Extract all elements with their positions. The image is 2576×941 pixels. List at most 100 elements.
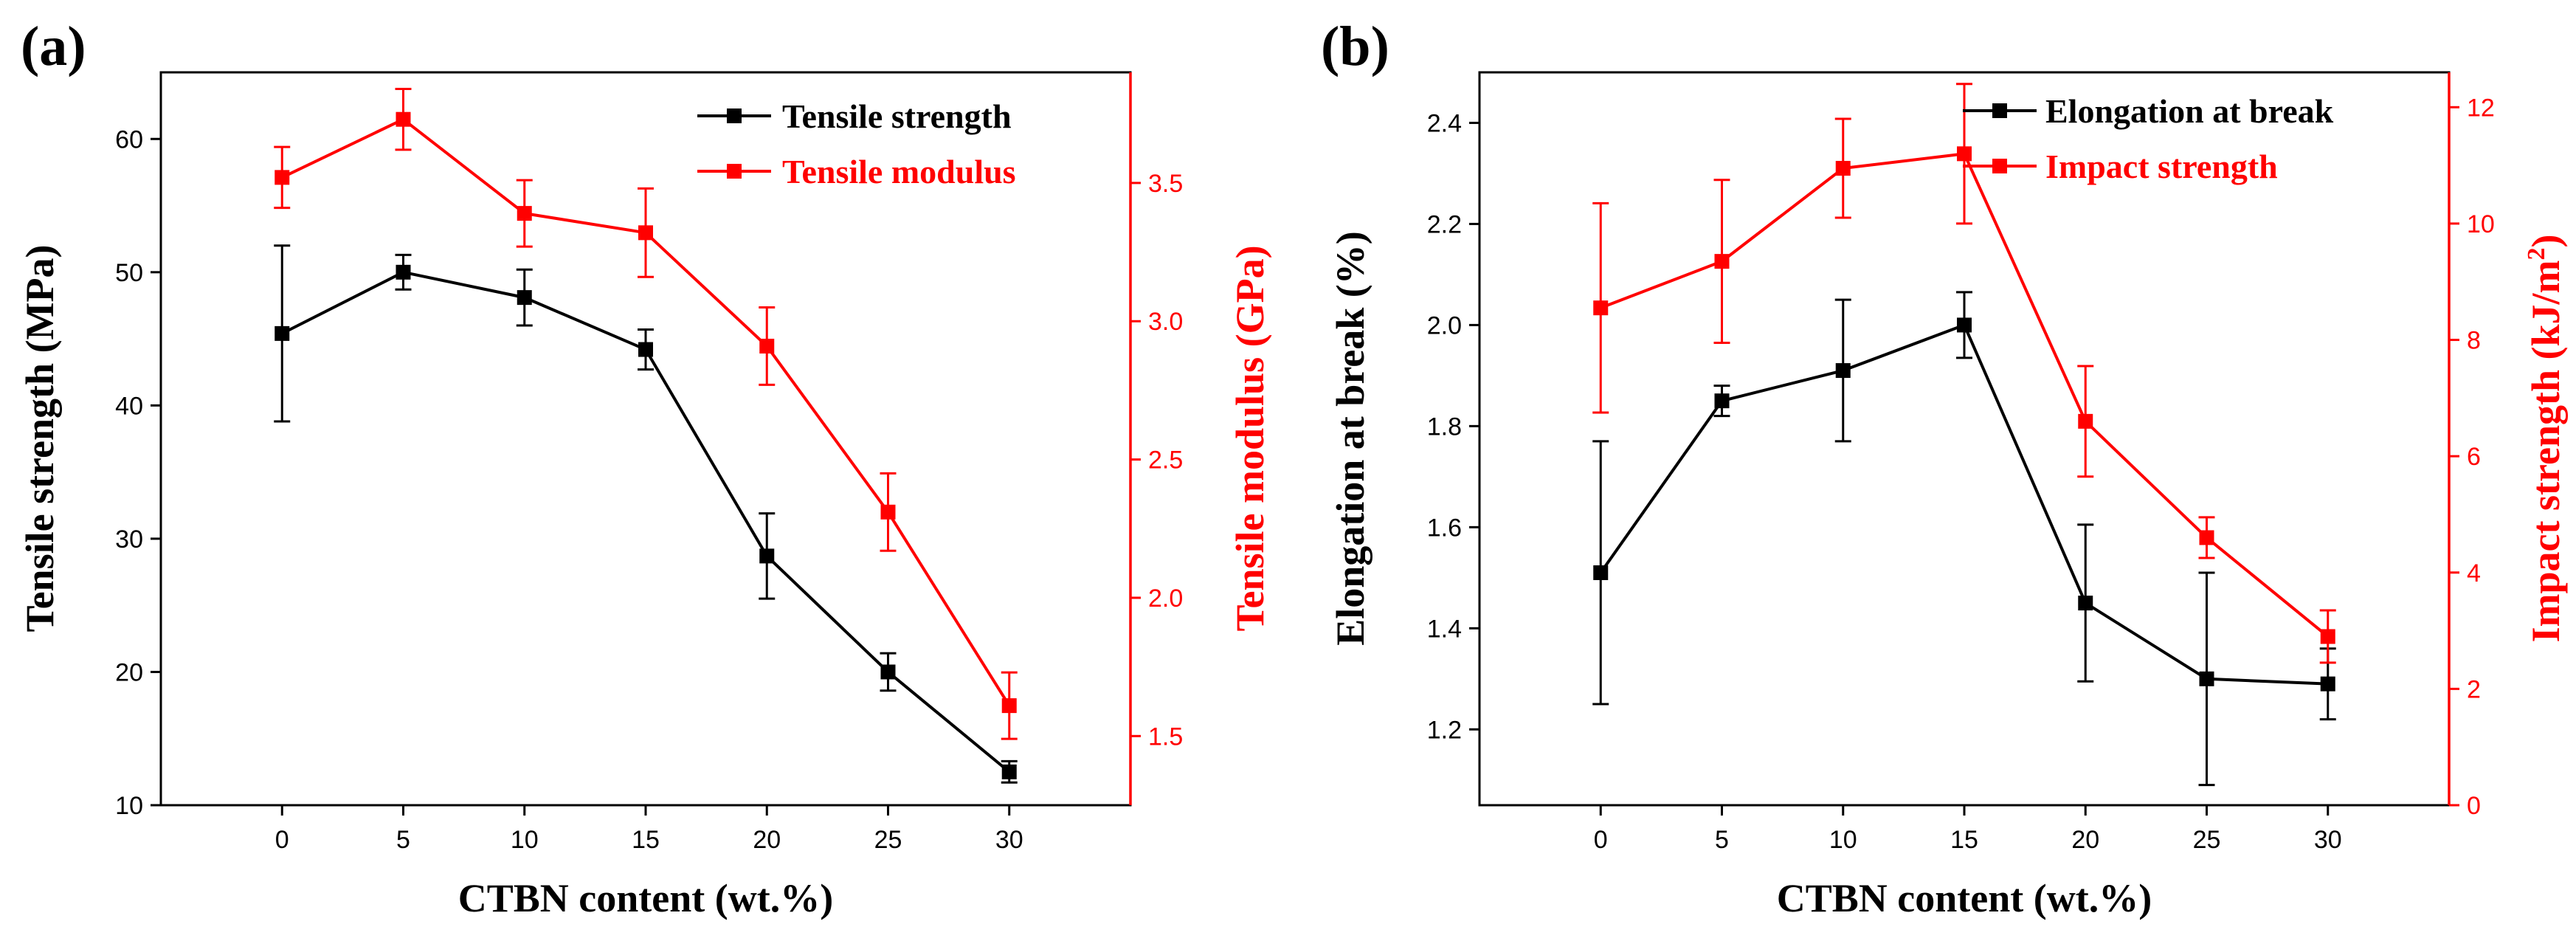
data-point-impact-strength [1835, 161, 1851, 176]
data-point-impact-strength [1714, 254, 1730, 269]
data-point-impact-strength [1957, 146, 1972, 162]
x-tick-label: 30 [995, 826, 1023, 854]
panel-b-left-axis-title: Elongation at break (%) [1328, 231, 1372, 646]
x-tick-label: 0 [275, 826, 289, 854]
x-tick-label: 5 [1715, 826, 1729, 854]
right-tick-label: 6 [2467, 443, 2481, 471]
data-point-tensile-strength [274, 325, 290, 341]
legend-marker-impact-strength [1992, 159, 2007, 173]
data-point-tensile-strength [880, 664, 896, 680]
data-point-impact-strength [2199, 530, 2214, 545]
panel-a-left-ticks: 10 20 30 40 50 60 [115, 125, 161, 820]
panel-b-x-ticks: 0 5 10 15 20 25 30 [1594, 805, 2342, 854]
x-tick-label: 15 [632, 826, 660, 854]
legend-label-tensile-strength: Tensile strength [782, 97, 1012, 135]
right-tick-label: 8 [2467, 327, 2481, 355]
panel-b-legend: Elongation at break Impact strength [1963, 92, 2334, 185]
left-tick-label: 20 [115, 658, 143, 686]
panel-a-series [274, 87, 1018, 784]
right-tick-label: 2.0 [1148, 585, 1183, 613]
data-point-tensile-modulus [517, 206, 532, 221]
data-point-elongation-at-break [2199, 671, 2214, 686]
left-tick-label: 60 [115, 125, 143, 154]
panel-b-right-axis-title-end: ) [2524, 235, 2568, 248]
legend-label-elongation: Elongation at break [2045, 92, 2334, 130]
x-tick-label: 15 [1950, 826, 1978, 854]
x-tick-label: 25 [2193, 826, 2221, 854]
right-tick-label: 10 [2467, 210, 2495, 238]
panel-b-left-ticks: 1.2 1.4 1.6 1.8 2.0 2.2 2.4 [1427, 109, 1479, 744]
data-point-tensile-strength [759, 548, 775, 564]
data-point-elongation-at-break [1835, 363, 1851, 379]
right-tick-label: 2 [2467, 675, 2481, 703]
data-point-impact-strength [1593, 300, 1609, 316]
data-point-tensile-modulus [396, 111, 411, 127]
data-point-elongation-at-break [2078, 596, 2093, 611]
x-tick-label: 10 [1829, 826, 1857, 854]
data-point-tensile-strength [396, 264, 411, 280]
x-tick-label: 20 [753, 826, 781, 854]
right-tick-label: 3.5 [1148, 170, 1183, 198]
left-tick-label: 1.8 [1427, 413, 1462, 441]
data-point-tensile-strength [638, 342, 653, 357]
legend-marker-elongation [1992, 103, 2007, 118]
data-point-elongation-at-break [1957, 317, 1972, 333]
series-line-impact-strength [1600, 152, 2330, 638]
data-point-elongation-at-break [2320, 676, 2335, 692]
panel-a-right-axis-title: Tensile modulus (GPa) [1228, 245, 1272, 631]
left-tick-label: 1.4 [1427, 615, 1462, 643]
panel-b-label: (b) [1321, 15, 1389, 77]
x-tick-label: 25 [874, 826, 902, 854]
legend-marker-tensile-strength [727, 108, 742, 123]
left-tick-label: 2.0 [1427, 311, 1462, 339]
left-tick-label: 10 [115, 792, 143, 820]
data-point-tensile-modulus [1001, 698, 1017, 714]
data-point-impact-strength [2320, 629, 2335, 644]
data-point-tensile-modulus [759, 338, 775, 354]
left-tick-label: 1.6 [1427, 514, 1462, 542]
panel-a-x-ticks: 0 5 10 15 20 25 30 [275, 805, 1023, 854]
legend-marker-tensile-modulus [727, 164, 742, 179]
x-tick-label: 10 [511, 826, 539, 854]
panel-a-legend: Tensile strength Tensile modulus [697, 97, 1016, 190]
x-tick-label: 5 [396, 826, 410, 854]
series-line-elongation-at-break [1599, 323, 2328, 686]
panel-b: (b) 0 5 10 15 20 25 30 1.21.41.61.82.02.22.4 0… [1321, 15, 2568, 920]
data-point-tensile-modulus [638, 225, 653, 241]
x-tick-label: 30 [2314, 826, 2342, 854]
right-tick-label: 12 [2467, 94, 2495, 122]
data-point-impact-strength [2078, 413, 2093, 429]
left-tick-label: 1.2 [1427, 716, 1462, 744]
panel-a-left-axis-title: Tensile strength (MPa) [18, 245, 62, 632]
left-tick-label: 2.2 [1427, 210, 1462, 238]
panel-a-right-ticks: 1.5 2.0 2.5 3.0 3.5 [1130, 170, 1183, 751]
legend-label-tensile-modulus: Tensile modulus [782, 153, 1016, 190]
left-tick-label: 30 [115, 525, 143, 554]
data-point-tensile-strength [517, 290, 532, 306]
data-point-tensile-modulus [880, 504, 896, 520]
panel-b-right-axis-title-sup: 2 [2523, 248, 2550, 261]
right-tick-label: 2.5 [1148, 447, 1183, 475]
panel-a-label: (a) [21, 15, 86, 77]
panel-b-right-axis-title: Impact strength (kJ/m2) [2523, 235, 2568, 643]
right-tick-label: 0 [2467, 792, 2481, 820]
panel-b-right-axis-title-main: Impact strength (kJ/m [2524, 260, 2568, 642]
panel-a-x-axis-title: CTBN content (wt.%) [458, 876, 833, 920]
panel-b-x-axis-title: CTBN content (wt.%) [1777, 876, 2152, 920]
data-point-elongation-at-break [1593, 565, 1609, 580]
x-tick-label: 20 [2071, 826, 2099, 854]
left-tick-label: 50 [115, 259, 143, 287]
panel-b-right-ticks: 0 2 4 6 8 10 12 [2449, 94, 2495, 820]
legend-label-impact-strength: Impact strength [2045, 148, 2278, 185]
data-point-elongation-at-break [1714, 393, 1730, 409]
left-tick-label: 2.4 [1427, 109, 1462, 137]
right-tick-label: 3.0 [1148, 308, 1183, 336]
panel-a: (a) 0 5 10 15 20 25 30 10 20 30 40 50 60 1.5 2.0 2.5 3… [18, 15, 1272, 920]
x-tick-label: 0 [1594, 826, 1608, 854]
right-tick-label: 1.5 [1148, 723, 1183, 751]
data-point-tensile-strength [1001, 764, 1017, 779]
left-tick-label: 40 [115, 392, 143, 420]
panel-b-series [1592, 83, 2336, 787]
right-tick-label: 4 [2467, 559, 2481, 587]
